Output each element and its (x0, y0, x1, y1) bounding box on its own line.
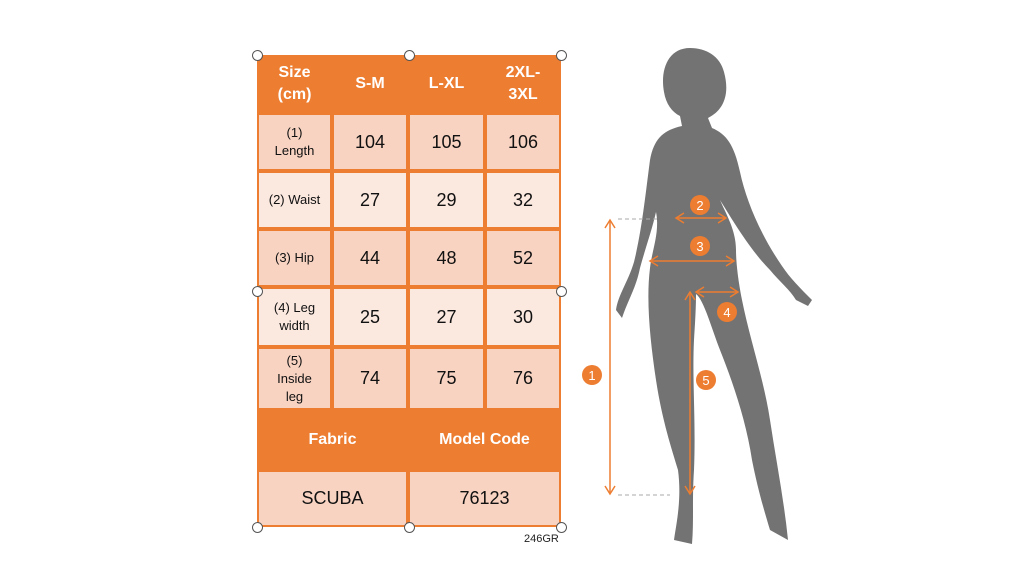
header-cell: Size (cm) (277, 64, 312, 103)
footer-header-cell: Fabric (308, 431, 357, 448)
header-cell: 2XL- 3XL (505, 64, 541, 103)
header-cell: S-M (355, 75, 385, 92)
row-label: (3) Hip (259, 231, 330, 285)
table-cell: 76 (487, 349, 559, 408)
footer-header-cell: Model Code (439, 431, 530, 448)
row-label: (5) Inside leg (259, 349, 330, 408)
header-cell: L-XL (428, 75, 465, 92)
marker-5 (696, 370, 716, 390)
marker-4 (717, 302, 737, 322)
resize-handle[interactable] (252, 50, 263, 61)
table-cell: 29 (410, 173, 483, 227)
marker-1 (582, 365, 602, 385)
table-cell: 30 (487, 289, 559, 345)
size-chart-table[interactable]: Size (cm) S-M L-XL 2XL- 3XL (1) Length 104 105 106… (257, 55, 561, 527)
resize-handle[interactable] (404, 50, 415, 61)
footer-value-cell: 76123 (410, 472, 559, 525)
row-label: (1) Length (259, 115, 330, 169)
resize-handle[interactable] (252, 286, 263, 297)
table-cell: 52 (487, 231, 559, 285)
table-cell: 74 (334, 349, 406, 408)
row-label: (2) Waist (259, 173, 330, 227)
row-label: (4) Leg width (259, 289, 330, 345)
footer-value-cell: SCUBA (259, 472, 406, 525)
resize-handle[interactable] (252, 522, 263, 533)
table-cell: 106 (487, 115, 559, 169)
guide-lines (618, 218, 670, 496)
code-label: 246GR (524, 533, 559, 545)
marker-2 (690, 195, 710, 215)
table-cell: 105 (410, 115, 483, 169)
resize-handle[interactable] (556, 286, 567, 297)
table-cell: 44 (334, 231, 406, 285)
table-cell: 32 (487, 173, 559, 227)
resize-handle[interactable] (556, 50, 567, 61)
resize-handle[interactable] (556, 522, 567, 533)
table-cell: 48 (410, 231, 483, 285)
silhouette (616, 48, 812, 544)
marker-label: 4 (723, 305, 730, 320)
marker-label: 1 (588, 368, 595, 383)
resize-handle[interactable] (404, 522, 415, 533)
marker-label: 5 (702, 373, 709, 388)
table-cell: 25 (334, 289, 406, 345)
marker-label: 3 (696, 239, 703, 254)
measurement-guides (604, 212, 740, 496)
marker-3 (690, 236, 710, 256)
table-cell: 75 (410, 349, 483, 408)
table-cell: 27 (410, 289, 483, 345)
marker-label: 2 (696, 198, 703, 213)
table-cell: 104 (334, 115, 406, 169)
table-cell: 27 (334, 173, 406, 227)
